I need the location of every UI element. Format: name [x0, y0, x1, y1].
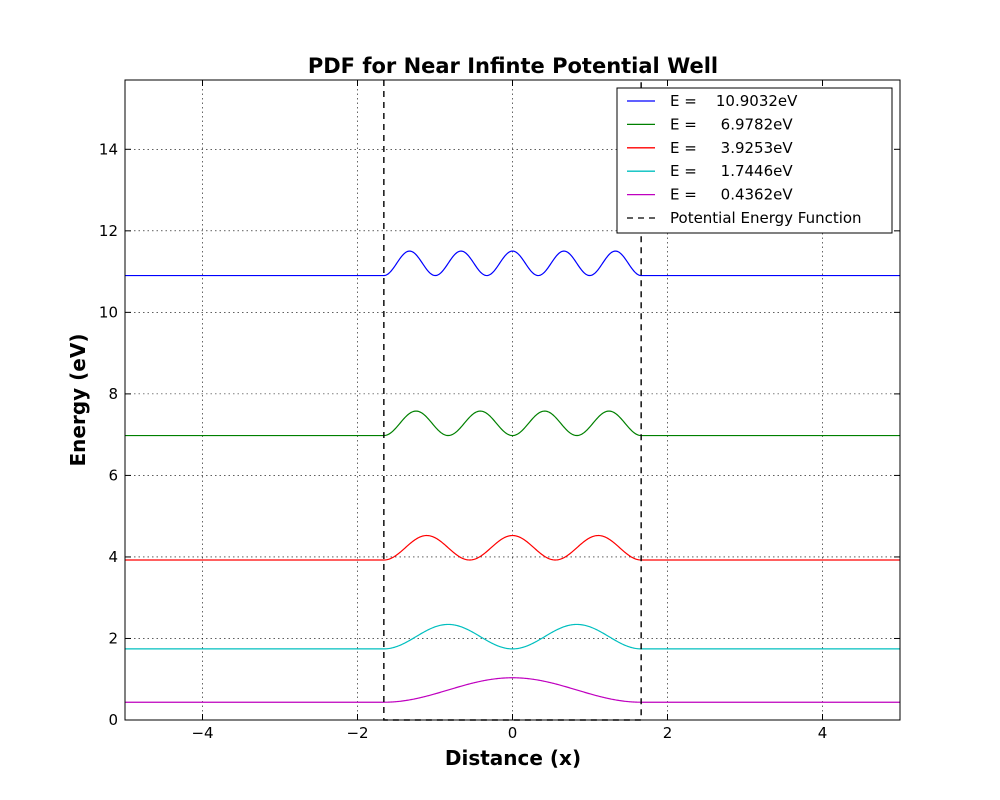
legend: E = 10.9032eV E = 6.9782eV E = 3.9253eV E =… — [616, 87, 893, 234]
y-tick-label: 12 — [99, 222, 118, 240]
y-tick-label: 14 — [99, 140, 118, 158]
legend-label: Potential Energy Function — [670, 209, 862, 227]
x-tick-label: 2 — [663, 724, 673, 742]
y-tick-label: 10 — [99, 303, 118, 321]
y-tick-label: 8 — [108, 385, 118, 403]
legend-label: E = 0.4362eV — [670, 186, 793, 204]
legend-label: E = 10.9032eV — [670, 92, 798, 110]
x-axis-label: Distance (x) — [445, 746, 581, 770]
y-tick-label: 4 — [108, 548, 118, 566]
y-tick-label: 0 — [108, 711, 118, 729]
chart-title: PDF for Near Infinte Potential Well — [308, 54, 718, 78]
legend-box — [616, 87, 893, 234]
y-tick-label: 6 — [108, 466, 118, 484]
legend-label: E = 3.9253eV — [670, 139, 793, 157]
y-tick-label: 2 — [108, 629, 118, 647]
axis-ticks: −4 −2 0 2 4 0 2 4 6 8 10 12 14 — [99, 80, 900, 742]
x-tick-label: −2 — [346, 724, 368, 742]
series-line-5 — [125, 677, 900, 703]
potential-energy-line — [383, 80, 642, 721]
series-line-4 — [125, 623, 900, 650]
x-tick-label: −4 — [191, 724, 213, 742]
x-tick-label: 0 — [508, 724, 518, 742]
y-axis-label: Energy (eV) — [66, 334, 90, 467]
x-tick-label: 4 — [818, 724, 828, 742]
legend-label: E = 1.7446eV — [670, 162, 793, 180]
legend-label: E = 6.9782eV — [670, 115, 793, 133]
plot-area — [125, 80, 900, 721]
series-line-3 — [125, 534, 900, 561]
series-line-2 — [125, 410, 900, 437]
series-line-1 — [125, 250, 900, 277]
